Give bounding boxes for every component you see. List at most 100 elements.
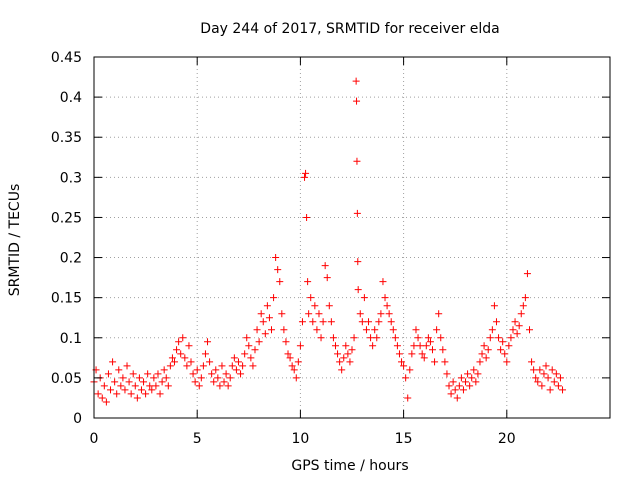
data-point xyxy=(296,342,304,350)
data-point xyxy=(247,354,255,362)
data-point xyxy=(546,386,554,394)
data-point xyxy=(393,342,401,350)
data-point xyxy=(255,338,263,346)
data-point xyxy=(507,334,515,342)
data-point xyxy=(449,378,457,386)
data-point xyxy=(237,370,245,378)
data-point xyxy=(445,382,453,390)
data-point xyxy=(410,342,418,350)
data-point xyxy=(216,382,224,390)
data-point xyxy=(484,346,492,354)
data-point xyxy=(523,270,531,278)
data-point xyxy=(346,358,354,366)
data-point xyxy=(420,354,428,362)
data-point xyxy=(552,370,560,378)
data-point xyxy=(288,362,296,370)
data-point xyxy=(371,326,379,334)
data-point xyxy=(416,342,424,350)
data-point xyxy=(395,350,403,358)
x-tick-label: 5 xyxy=(193,431,202,447)
data-point xyxy=(323,274,331,282)
data-point xyxy=(251,346,259,354)
data-point xyxy=(342,342,350,350)
data-point xyxy=(354,286,362,294)
data-point xyxy=(379,278,387,286)
data-point xyxy=(457,374,465,382)
data-point xyxy=(408,350,416,358)
data-point xyxy=(338,366,346,374)
data-point xyxy=(298,318,306,326)
data-point xyxy=(189,370,197,378)
data-point xyxy=(204,338,212,346)
data-point xyxy=(453,394,461,402)
data-point xyxy=(107,386,115,394)
data-point xyxy=(319,318,327,326)
data-points xyxy=(90,77,567,406)
data-point xyxy=(243,334,251,342)
data-point xyxy=(544,374,552,382)
data-point xyxy=(305,310,313,318)
data-point xyxy=(426,338,434,346)
data-point xyxy=(303,213,311,221)
data-point xyxy=(350,334,358,342)
data-point xyxy=(340,354,348,362)
data-point xyxy=(294,358,302,366)
data-point xyxy=(199,362,207,370)
data-point xyxy=(173,346,181,354)
data-point xyxy=(509,326,517,334)
data-point xyxy=(462,378,470,386)
data-point xyxy=(334,350,342,358)
data-point xyxy=(125,378,133,386)
data-point xyxy=(369,342,377,350)
data-point xyxy=(263,302,271,310)
data-point xyxy=(472,378,480,386)
data-point xyxy=(261,330,269,338)
data-point xyxy=(515,322,523,330)
data-point xyxy=(474,370,482,378)
data-point xyxy=(433,326,441,334)
data-point xyxy=(104,370,112,378)
data-point xyxy=(381,294,389,302)
data-point xyxy=(140,378,148,386)
data-point xyxy=(412,326,420,334)
data-point xyxy=(311,302,319,310)
data-point xyxy=(459,386,467,394)
data-point xyxy=(98,394,106,402)
data-point xyxy=(274,266,282,274)
data-point xyxy=(286,354,294,362)
y-tick-label: 0.3 xyxy=(60,170,82,186)
data-point xyxy=(464,370,472,378)
data-point xyxy=(265,314,273,322)
data-point xyxy=(115,366,123,374)
data-point xyxy=(521,294,529,302)
data-point xyxy=(268,326,276,334)
data-point xyxy=(257,310,265,318)
data-point xyxy=(131,382,139,390)
data-point xyxy=(234,358,242,366)
data-point xyxy=(290,366,298,374)
data-point xyxy=(398,358,406,366)
data-point xyxy=(317,334,325,342)
data-point xyxy=(468,374,476,382)
data-point xyxy=(160,366,168,374)
data-point xyxy=(185,342,193,350)
data-point xyxy=(441,358,449,366)
data-point xyxy=(187,358,195,366)
data-point xyxy=(542,362,550,370)
data-point xyxy=(135,374,143,382)
data-point xyxy=(166,362,174,370)
data-point xyxy=(550,378,558,386)
data-point xyxy=(534,378,542,386)
data-point xyxy=(400,362,408,370)
data-point xyxy=(353,209,361,217)
y-tick-label: 0.15 xyxy=(51,291,82,307)
data-point xyxy=(133,394,141,402)
data-point xyxy=(201,350,209,358)
data-point xyxy=(282,338,290,346)
data-point xyxy=(146,382,154,390)
data-point xyxy=(354,258,362,266)
data-point xyxy=(406,366,414,374)
data-point xyxy=(447,390,455,398)
data-point xyxy=(482,354,490,362)
